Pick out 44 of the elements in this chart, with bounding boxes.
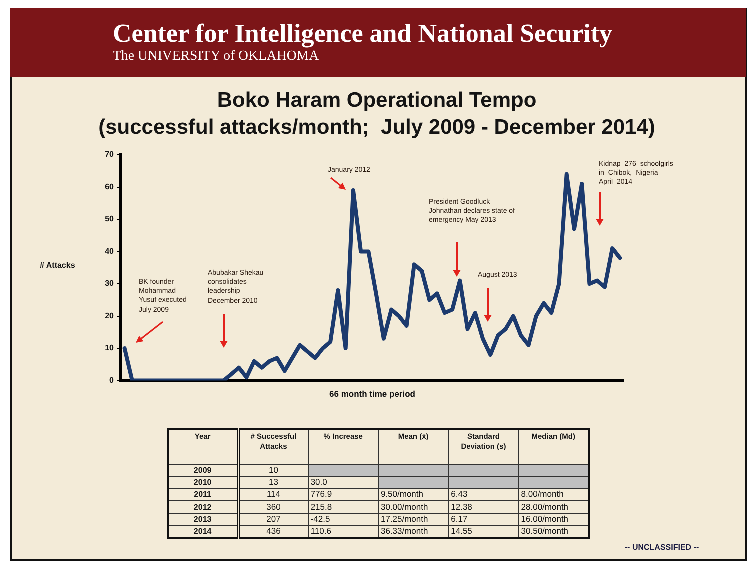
text: 2011 [168, 488, 238, 501]
x-axis-title: 66 month time period [330, 389, 416, 400]
text: 207 [238, 513, 308, 526]
text: The UNIVERSITY of OKLAHOMA [113, 48, 320, 64]
text: 30.00/month [378, 500, 449, 514]
text: 2014 [168, 525, 238, 538]
text: 360 [238, 500, 308, 514]
text: 17.25/month [378, 513, 449, 526]
text: 13 [238, 476, 308, 489]
text: 2013 [168, 513, 238, 526]
text: 16.00/month [518, 513, 589, 526]
y-tick-label: 0 [110, 376, 115, 386]
y-tick-label: 10 [105, 344, 115, 353]
text: 14.55 [448, 525, 519, 538]
text: 436 [238, 525, 308, 538]
text: 9.50/month [378, 488, 449, 501]
y-tick-label: 70 [105, 150, 115, 160]
text: 114 [238, 488, 308, 501]
text: 30.0 [308, 476, 378, 489]
text: 2009 [168, 464, 238, 476]
text: -42.5 [308, 513, 378, 526]
text: 8.00/month [518, 488, 589, 501]
y-tick-label: 30 [105, 279, 115, 288]
y-axis-title: # Attacks [40, 261, 76, 270]
text: 6.17 [448, 513, 519, 526]
text: 12.38 [448, 500, 519, 514]
y-tick-label: 20 [105, 311, 115, 320]
y-tick-label: 40 [105, 246, 115, 256]
y-tick-label: 50 [105, 214, 115, 224]
text: 2010 [168, 476, 238, 489]
chart-title: Boko Haram Operational Tempo [216, 88, 538, 113]
text: 36.33/month [378, 525, 449, 538]
text: 110.6 [308, 525, 378, 538]
text: 2012 [168, 500, 238, 514]
text: 776.9 [308, 488, 378, 501]
text: 28.00/month [518, 500, 589, 514]
text: 6.43 [448, 488, 519, 501]
y-tick-label: 60 [105, 182, 115, 192]
text: 30.50/month [518, 525, 589, 538]
chart-subtitle: (successful attacks/month; July 2009 - December 2014) [98, 115, 656, 140]
text: Center for Intelligence and National Security [113, 19, 612, 48]
text: -- UNCLASSIFIED -- [624, 543, 700, 552]
text: 215.8 [308, 500, 378, 514]
text: 10 [238, 464, 308, 476]
